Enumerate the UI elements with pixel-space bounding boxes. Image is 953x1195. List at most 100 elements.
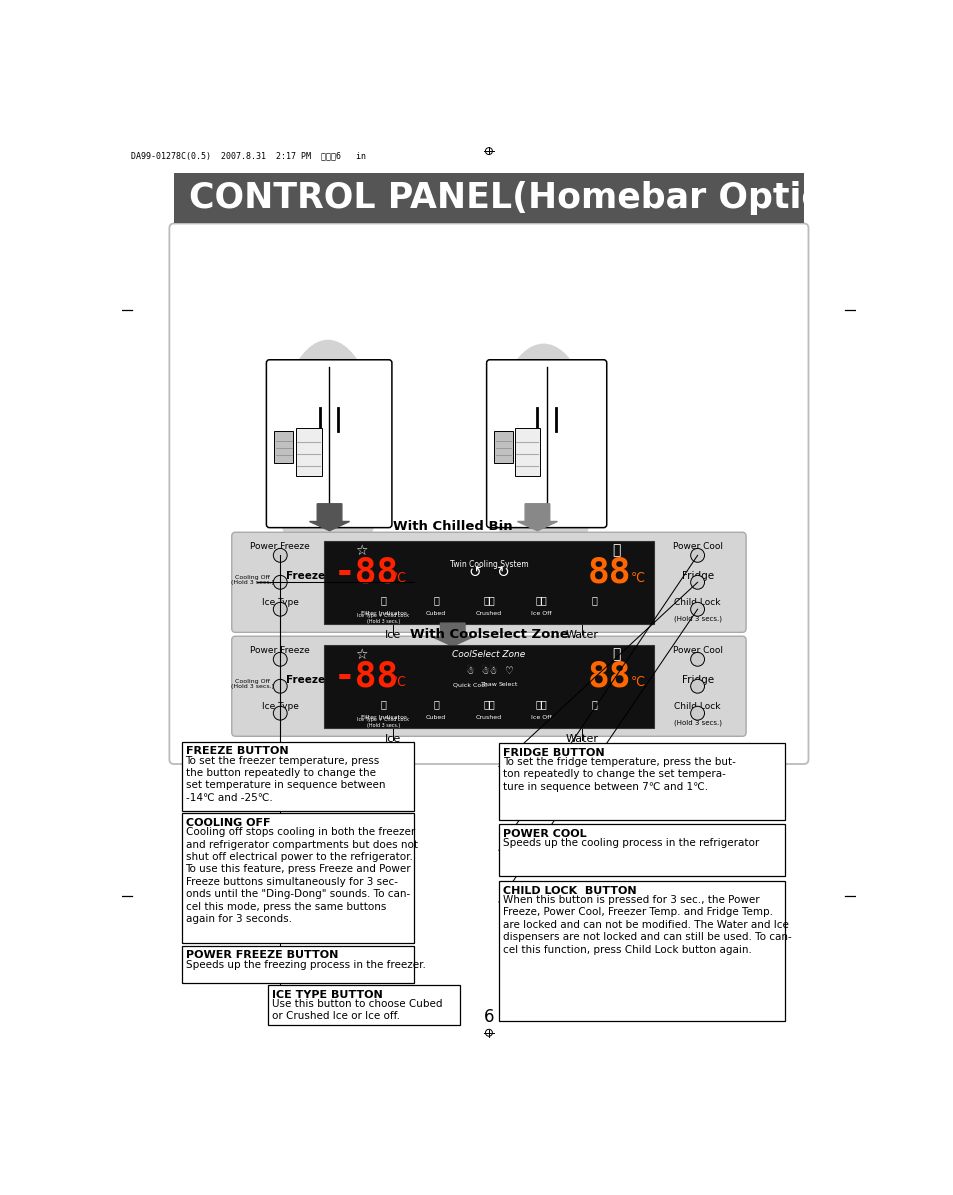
Text: 88: 88 [587, 556, 630, 589]
Text: Water: Water [565, 734, 598, 743]
Polygon shape [433, 623, 473, 646]
Text: ☃☃: ☃☃ [479, 667, 497, 676]
FancyBboxPatch shape [486, 360, 606, 528]
Text: ☆: ☆ [355, 544, 367, 558]
Ellipse shape [489, 344, 597, 582]
Text: ⨅⨅: ⨅⨅ [536, 699, 547, 710]
Text: Power Cool: Power Cool [672, 543, 721, 551]
Text: -88: -88 [334, 556, 398, 589]
Text: ⚿: ⚿ [591, 699, 597, 710]
Circle shape [690, 706, 703, 721]
Text: POWER FREEZE BUTTON: POWER FREEZE BUTTON [185, 950, 337, 961]
Text: Freeze: Freeze [286, 675, 325, 685]
Bar [181, 742, 414, 811]
Text: Power Freeze: Power Freeze [250, 543, 310, 551]
Text: Ice Type: Ice Type [261, 701, 298, 711]
Text: FRIDGE BUTTON: FRIDGE BUTTON [502, 748, 604, 758]
Bar [498, 825, 784, 876]
FancyBboxPatch shape [232, 636, 745, 736]
Text: Speeds up the cooling process in the refrigerator: Speeds up the cooling process in the ref… [502, 838, 759, 848]
Bar [494, 430, 512, 464]
Text: Use this button to choose Cubed
or Crushed Ice or Ice off.: Use this button to choose Cubed or Crush… [272, 999, 442, 1022]
Text: ⛆: ⛆ [380, 595, 386, 606]
Circle shape [274, 602, 287, 617]
Text: Ice Type: Ice Type [261, 598, 298, 607]
Text: ⨅: ⨅ [433, 595, 438, 606]
Circle shape [274, 575, 287, 589]
Text: Child Lock: Child Lock [674, 701, 720, 711]
Text: Quick Cool: Quick Cool [453, 682, 486, 687]
Text: FREEZE BUTTON: FREEZE BUTTON [185, 747, 288, 756]
Text: Ice Off: Ice Off [531, 611, 552, 615]
Text: With Coolselect Zone: With Coolselect Zone [409, 629, 568, 642]
Text: ⚿: ⚿ [591, 595, 597, 606]
Text: ☃: ☃ [465, 667, 474, 676]
Text: ⨅⨅: ⨅⨅ [536, 595, 547, 606]
Bar [515, 428, 539, 476]
Text: (Hold 3 secs.): (Hold 3 secs.) [673, 719, 720, 727]
Text: Cubed: Cubed [426, 715, 446, 719]
Bar [181, 945, 414, 982]
Text: ICE TYPE BUTTON: ICE TYPE BUTTON [272, 989, 382, 1000]
Text: POWER COOL: POWER COOL [502, 828, 586, 839]
Text: Fridge: Fridge [680, 571, 713, 581]
Text: Twin Cooling System: Twin Cooling System [449, 559, 528, 569]
Bar [181, 814, 414, 943]
Text: Crushed: Crushed [476, 611, 501, 615]
Text: ☆: ☆ [355, 648, 367, 662]
Text: ⚿: ⚿ [612, 648, 620, 662]
Text: (Hold 3 secs.): (Hold 3 secs.) [673, 615, 720, 623]
Bar [498, 881, 784, 1022]
Polygon shape [309, 504, 349, 531]
Text: ⨅: ⨅ [433, 699, 438, 710]
Text: ↻: ↻ [496, 565, 509, 580]
Polygon shape [517, 504, 557, 531]
Circle shape [274, 549, 287, 563]
Bar [498, 743, 784, 820]
Circle shape [690, 679, 703, 693]
Text: Cubed: Cubed [426, 611, 446, 615]
Text: 6: 6 [483, 1009, 494, 1027]
Text: ℃: ℃ [392, 675, 405, 688]
Text: -88: -88 [334, 660, 398, 693]
Circle shape [690, 575, 703, 589]
Text: Power Freeze: Power Freeze [250, 646, 310, 655]
Text: ℃: ℃ [392, 571, 405, 584]
Text: Ice Type + Child Lock
(Hold 3 secs.): Ice Type + Child Lock (Hold 3 secs.) [357, 717, 409, 728]
Bar [324, 540, 653, 624]
Text: ℃: ℃ [630, 571, 644, 584]
Text: COOLING OFF: COOLING OFF [185, 817, 270, 828]
Text: ⛆⛆: ⛆⛆ [482, 699, 495, 710]
Circle shape [690, 549, 703, 563]
Text: ℃: ℃ [630, 675, 644, 688]
Text: ♡: ♡ [503, 667, 512, 676]
Text: Speeds up the freezing process in the freezer.: Speeds up the freezing process in the fr… [185, 960, 425, 969]
FancyBboxPatch shape [232, 532, 745, 632]
Bar [324, 644, 653, 728]
Bar [173, 172, 803, 222]
Text: When this button is pressed for 3 sec., the Power
Freeze, Power Cool, Freezer Te: When this button is pressed for 3 sec., … [502, 895, 791, 955]
Circle shape [690, 652, 703, 667]
Text: Freeze: Freeze [286, 571, 325, 581]
Text: Child Lock: Child Lock [674, 598, 720, 607]
Text: CONTROL PANEL(Homebar Option): CONTROL PANEL(Homebar Option) [190, 182, 865, 215]
Text: To set the freezer temperature, press
the button repeatedly to change the
set te: To set the freezer temperature, press th… [185, 755, 385, 803]
FancyBboxPatch shape [266, 360, 392, 528]
Text: Power Cool: Power Cool [672, 646, 721, 655]
Text: Ice: Ice [385, 630, 401, 639]
Text: ⚿: ⚿ [612, 544, 620, 558]
Text: 88: 88 [587, 660, 630, 693]
Text: Water: Water [565, 630, 598, 639]
Text: Cooling off stops cooling in both the freezer
and refrigerator compartments but : Cooling off stops cooling in both the fr… [185, 827, 417, 924]
Text: To set the fridge temperature, press the but-
ton repeatedly to change the set t: To set the fridge temperature, press the… [502, 758, 735, 792]
Text: CoolSelect Zone: CoolSelect Zone [452, 650, 525, 660]
Text: Filter Indicator: Filter Indicator [360, 715, 406, 719]
Text: Select: Select [498, 682, 517, 687]
FancyBboxPatch shape [170, 223, 807, 764]
Text: Filter Indicator: Filter Indicator [360, 611, 406, 615]
Text: CHILD LOCK  BUTTON: CHILD LOCK BUTTON [502, 885, 636, 896]
Ellipse shape [274, 339, 381, 587]
Text: Cooling Off
(Hold 3 secs.): Cooling Off (Hold 3 secs.) [231, 679, 274, 690]
Text: Fridge: Fridge [680, 675, 713, 685]
Text: ⛆⛆: ⛆⛆ [482, 595, 495, 606]
